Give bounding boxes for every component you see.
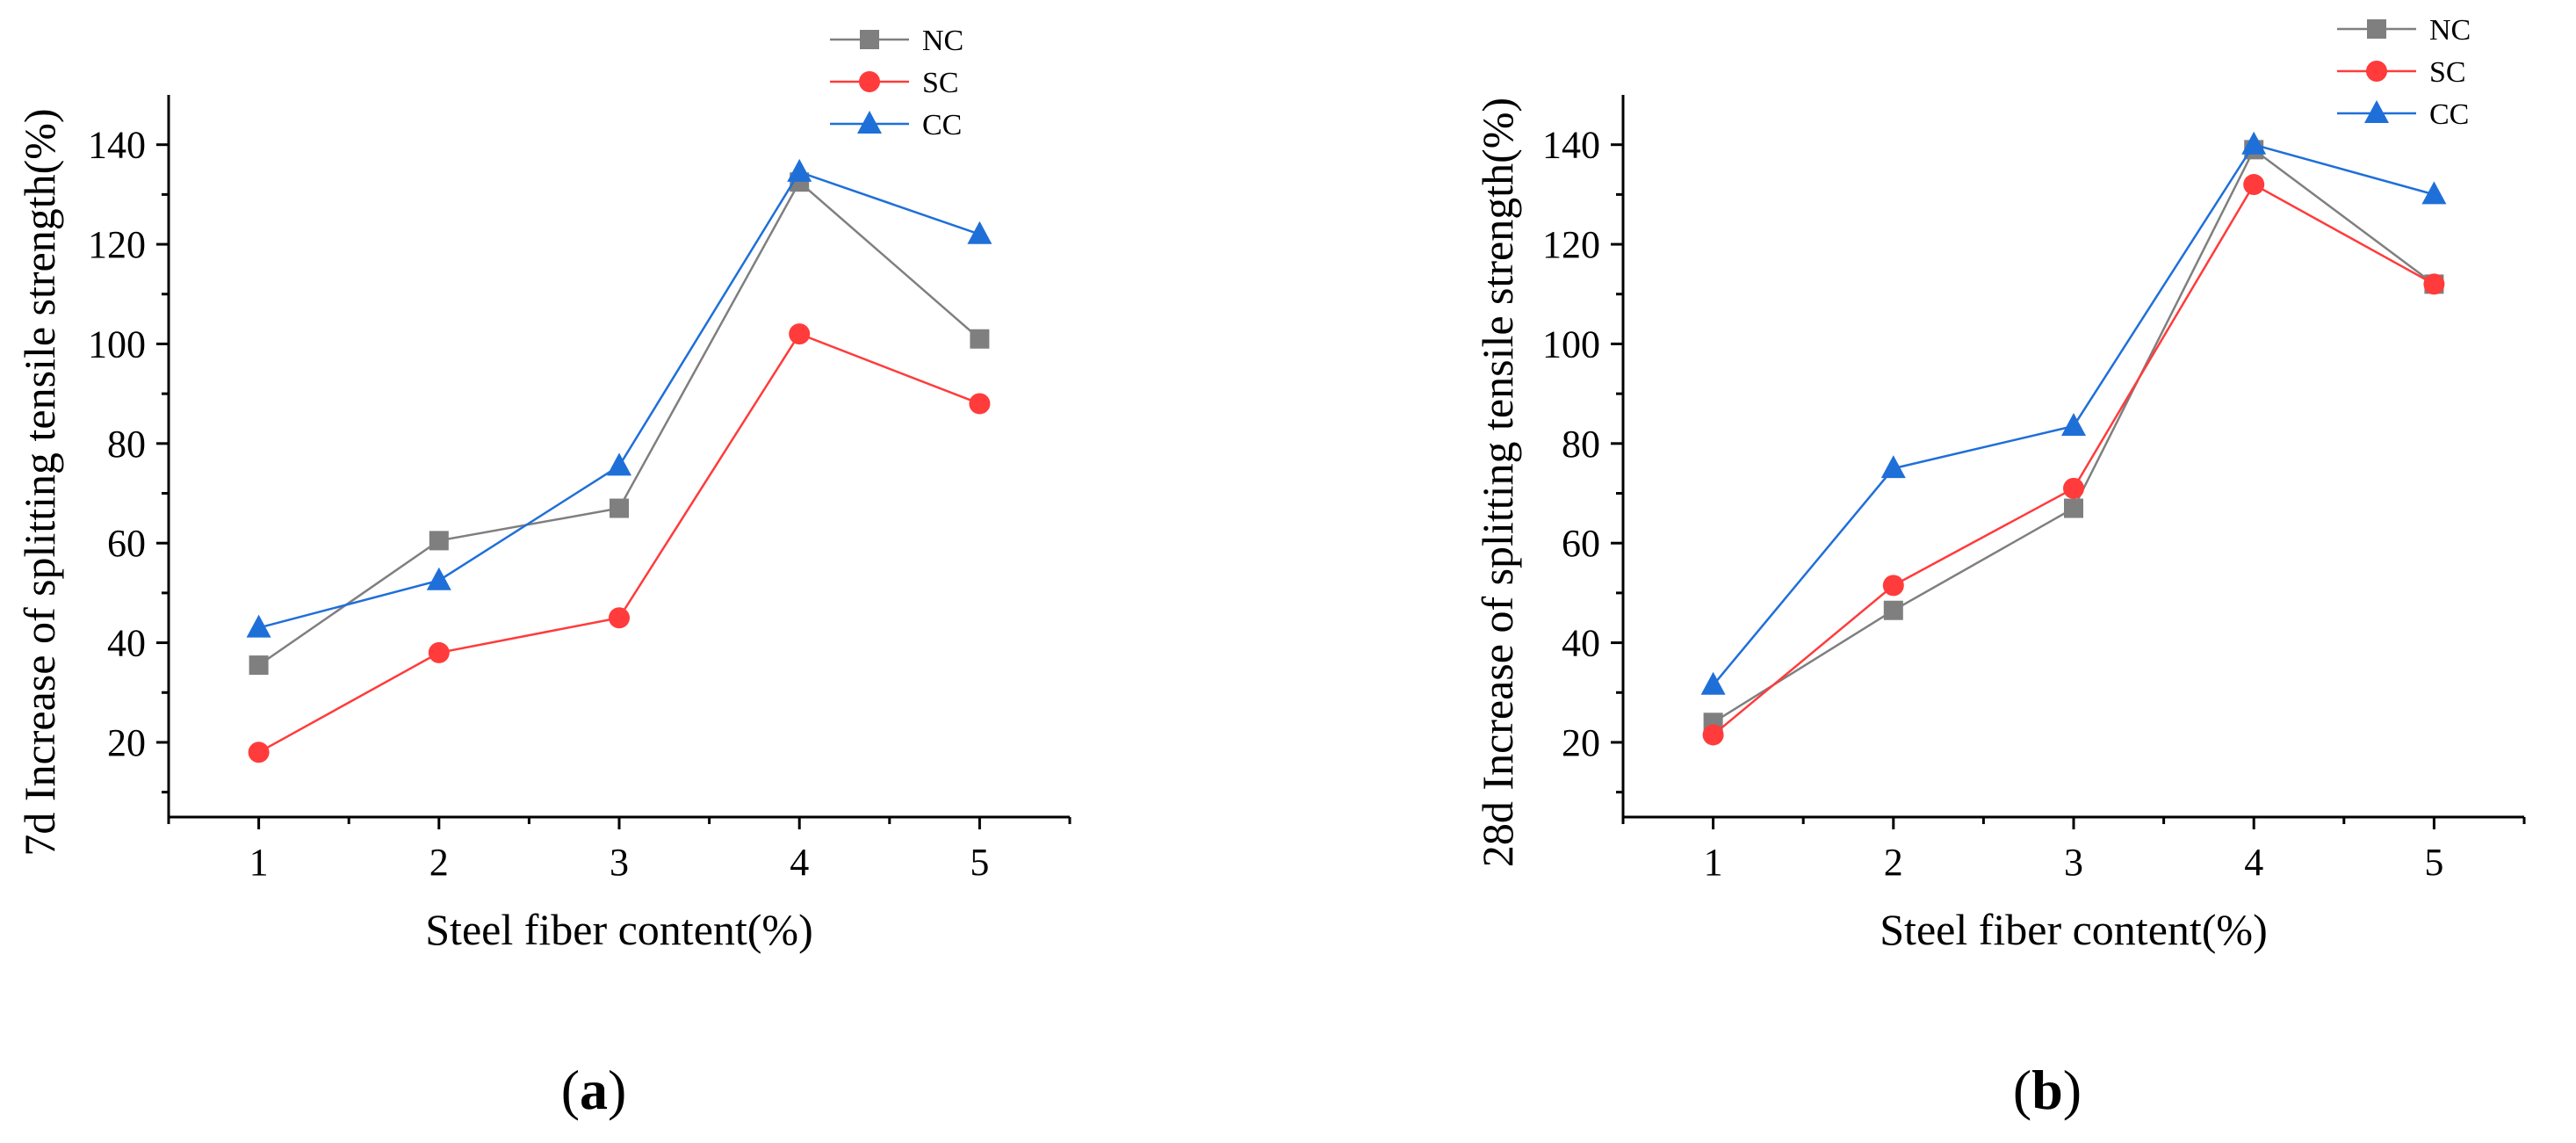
panel-a-y-tick-label: 80 <box>107 423 146 466</box>
panel-b-legend-marker-nc <box>2367 19 2386 39</box>
panel-a-data-point-nc <box>249 655 269 676</box>
panel-b-panel-letter: b <box>2031 1059 2063 1121</box>
panel-a-x-tick-label: 2 <box>429 841 449 884</box>
panel-a-data-point-cc <box>787 158 812 182</box>
panel-a-series-line-cc <box>258 170 980 629</box>
panel-b-legend-marker-cc <box>2364 100 2389 123</box>
panel-a-y-tick-label: 120 <box>88 223 146 266</box>
panel-a-data-point-sc <box>609 607 630 629</box>
panel-a-data-point-cc <box>607 452 631 476</box>
panel-a-data-point-nc <box>970 329 990 349</box>
panel-b-y-axis-title: 28d Increase of splitting tensile streng… <box>1473 98 1522 867</box>
panel-a-data-point-sc <box>969 393 991 415</box>
chart-panel-b: 20 40 60 80 100 120 140 1 2 3 4 5 Steel fiber conten… <box>1473 14 2526 1121</box>
panel-b-data-point-cc <box>2421 181 2447 205</box>
panel-a-x-tick-label: 5 <box>970 841 989 884</box>
panel-b-y-tick-label: 120 <box>1542 223 1600 266</box>
panel-a-y-axis-title: 7d Increase of splitting tensile strengt… <box>15 108 64 856</box>
panel-a-data-point-cc <box>967 221 992 244</box>
panel-b-series-line-sc <box>1712 183 2435 736</box>
panel-a-data-point-cc <box>426 567 451 590</box>
panel-b-y-tick-label: 80 <box>1562 423 1600 466</box>
panel-b-data-point-cc <box>2241 131 2267 155</box>
panel-a-y-tick-label: 140 <box>88 124 146 167</box>
panel-b-y-tick-label: 60 <box>1562 522 1600 565</box>
panel-a-panel-letter: a <box>580 1059 608 1121</box>
panel-b-data-point-sc <box>1702 724 1724 746</box>
panel-a-y-tick-label: 40 <box>107 622 146 665</box>
panel-a-legend-marker-cc <box>857 111 882 134</box>
panel-a-series-line-nc <box>257 180 981 667</box>
panel-b-data-point-sc <box>2243 174 2265 196</box>
panel-a-legend-label-cc: CC <box>922 109 962 141</box>
panel-a-x-tick-label: 3 <box>610 841 629 884</box>
panel-a-data-point-nc <box>610 498 629 518</box>
panel-a-data-point-sc <box>428 641 450 663</box>
panel-b-x-tick-label: 1 <box>1704 841 1723 884</box>
panel-b-x-tick-label: 5 <box>2424 841 2443 884</box>
panel-b-data-point-cc <box>2061 412 2086 436</box>
panel-b-x-axis-title: Steel fiber content(%) <box>1880 905 2267 954</box>
panel-b-data-point-sc <box>2063 477 2084 499</box>
panel-a-legend-label-sc: SC <box>922 67 959 99</box>
panel-b-x-tick-label: 3 <box>2064 841 2083 884</box>
panel-a-data-point-cc <box>246 614 271 638</box>
panel-b-y-tick-label: 100 <box>1542 322 1600 365</box>
chart-panel-a: 20 40 60 80 100 120 140 1 2 3 4 5 Steel fiber conten… <box>15 25 1072 1121</box>
panel-b-legend-marker-sc <box>2366 61 2387 82</box>
panel-b-legend-label-cc: CC <box>2429 98 2469 131</box>
panel-b-y-tick-label: 40 <box>1562 622 1600 665</box>
panel-b-data-point-cc <box>1880 455 1906 479</box>
panel-a-data-point-sc <box>248 742 270 763</box>
panel-a-panel-label: (a) <box>561 1059 627 1121</box>
panel-a-y-tick-label: 100 <box>88 322 146 365</box>
panel-a-x-axis-title: Steel fiber content(%) <box>425 905 812 954</box>
panel-a-legend-label-nc: NC <box>922 25 963 57</box>
panel-a-x-tick-label: 4 <box>790 841 809 884</box>
panel-b-y-tick-label: 20 <box>1562 721 1600 764</box>
panel-a-data-point-nc <box>429 531 449 551</box>
panel-b-series-line-nc <box>1712 148 2435 724</box>
panel-b-legend-label-nc: NC <box>2429 14 2471 47</box>
panel-a-series-line-sc <box>257 332 980 754</box>
panel-b-x-tick-label: 2 <box>1884 841 1903 884</box>
panel-b-data-point-cc <box>1700 671 1726 695</box>
panel-b-legend-label-sc: SC <box>2429 56 2466 89</box>
panel-a-legend-marker-nc <box>860 30 879 49</box>
panel-a-y-tick-label: 20 <box>107 721 146 764</box>
panel-a-y-tick-label: 60 <box>107 522 146 565</box>
panel-a-x-tick-label: 1 <box>249 841 269 884</box>
panel-b-y-tick-label: 140 <box>1542 124 1600 167</box>
panel-a-data-point-sc <box>789 323 811 345</box>
panel-b-data-point-sc <box>2423 273 2445 295</box>
panel-a-legend-marker-sc <box>859 71 880 92</box>
panel-b-data-point-nc <box>1883 600 1903 620</box>
panel-b-data-point-nc <box>2064 498 2083 518</box>
panel-b-panel-label: (b) <box>2013 1059 2082 1121</box>
panel-b-data-point-sc <box>1882 575 1904 597</box>
panel-b-x-tick-label: 4 <box>2244 841 2263 884</box>
